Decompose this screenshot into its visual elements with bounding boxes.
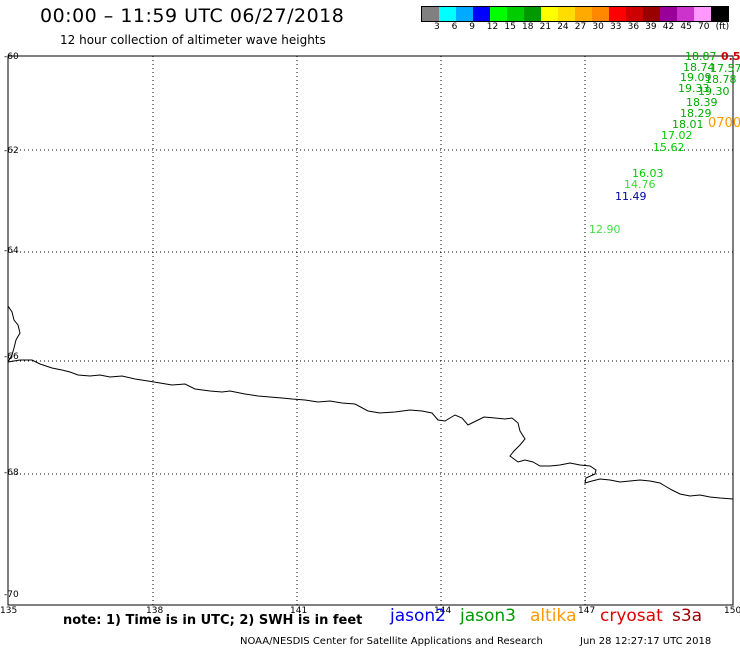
lat-label: -68 [4,468,19,478]
wave-height-label: 18.39 [686,96,718,109]
color-swatch [643,7,660,21]
color-scale-label: 9 [469,22,475,32]
wave-height-label: 19.09 [680,71,712,84]
color-swatch [490,7,507,21]
wave-height-label: 17.57 [710,62,740,75]
wave-height-label: 18.87 [685,50,717,63]
wave-height-label: 12.90 [589,223,621,236]
wave-height-label: 17.02 [661,129,693,142]
color-swatch [507,7,524,21]
color-scale-labels: 3 6 9 12 15 18 21 24 27 30 33 36 39 42 45 70 (ft) [421,22,740,34]
color-swatch [422,7,439,21]
wave-height-label: 16.03 [632,167,664,180]
wave-height-label: 0.5 [721,50,740,63]
color-scale-label: 3 [434,22,440,32]
wave-height-label: 18.74 [683,61,715,74]
color-scale-label: 12 [486,22,499,32]
color-scale-label: 18 [522,22,534,32]
satellite-altika: altika [530,606,577,626]
wave-height-label: 19.33 [678,82,710,95]
color-scale-label: 24 [557,22,569,32]
color-swatch [558,7,575,21]
color-scale-label: 6 [451,22,458,32]
wave-height-label: 18.01 [672,118,704,131]
color-scale-label: 36 [627,22,640,32]
color-swatch [660,7,677,21]
color-scale-label: 39 [645,22,657,32]
coastline [7,305,734,500]
color-scale [421,6,729,22]
color-scale-label: 33 [610,22,622,32]
footer-credit: NOAA/NESDIS Center for Satellite Applica… [240,636,543,647]
color-swatch [711,7,728,21]
wave-height-label: 18.78 [705,73,737,86]
color-scale-label: 30 [592,22,604,32]
wave-height-label: 14.76 [624,178,656,191]
satellite-jason2: jason2 [390,606,446,626]
color-scale-label: (ft) [715,22,730,32]
wave-height-label: 15.62 [653,141,685,154]
color-scale-label: 21 [539,22,552,32]
map-border [7,55,734,606]
color-scale-label: 42 [662,22,675,32]
color-scale-label: 27 [574,22,587,32]
lon-label: 138 [146,606,164,616]
satellite-s3a: s3a [672,606,703,626]
color-swatch [473,7,490,21]
color-swatch [439,7,456,21]
lat-label: -64 [4,246,19,256]
lon-label: 144 [434,606,452,616]
color-scale-label: 70 [698,22,710,32]
lat-label: -66 [4,352,19,362]
color-swatch [592,7,609,21]
lon-label: 150 [724,606,740,616]
color-swatch [677,7,694,21]
color-swatch [626,7,643,21]
color-scale-label: 45 [680,22,692,32]
page-subtitle: 12 hour collection of altimeter wave hei… [60,33,326,47]
wave-height-label: 11.49 [615,190,647,203]
color-swatch [694,7,711,21]
wave-height-label: 19.30 [698,85,730,98]
lat-label: -70 [4,590,19,600]
color-scale-label: 15 [504,22,516,32]
wave-height-label: 18.29 [680,107,712,120]
lon-label: 147 [578,606,596,616]
lat-label: -62 [4,146,19,156]
satellite-jason3: jason3 [460,606,516,626]
satellite-cryosat: cryosat [600,606,663,626]
color-swatch [575,7,592,21]
color-swatch [541,7,558,21]
grid-lines [8,56,733,605]
lon-label: 141 [290,606,308,616]
footer-timestamp: Jun 28 12:27:17 UTC 2018 [580,636,712,647]
legend-note: note: 1) Time is in UTC; 2) SWH is in fe… [63,613,363,628]
color-swatch [609,7,626,21]
color-swatch [524,7,541,21]
wave-height-label: 0700 [708,116,740,131]
lon-label: 135 [0,606,18,616]
lat-label: -60 [4,52,19,62]
page-title: 00:00 – 11:59 UTC 06/27/2018 [40,5,345,27]
color-swatch [456,7,473,21]
